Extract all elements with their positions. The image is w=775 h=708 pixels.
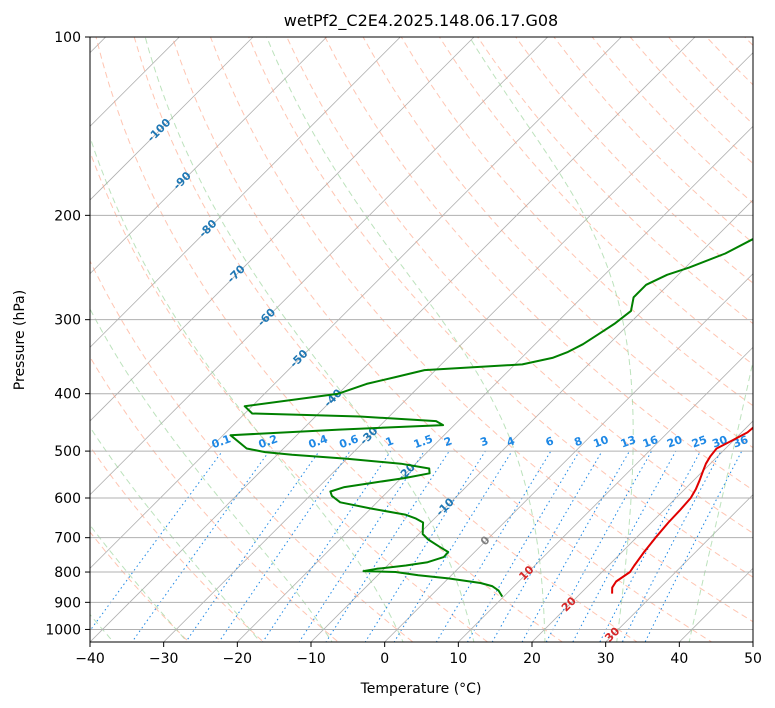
isotherm-line xyxy=(163,52,753,642)
mixing-ratio-label: 30 xyxy=(710,433,729,451)
dry-adiabat xyxy=(209,37,753,623)
dry-adiabat xyxy=(90,531,190,642)
x-tick-label: −10 xyxy=(296,651,326,667)
moist-adiabat xyxy=(266,37,546,642)
dry-adiabat xyxy=(286,37,753,534)
y-axis: 100 200 300 400 500 600 700 800 900 1000 xyxy=(45,30,90,638)
isotherm-line xyxy=(90,37,549,496)
isotherm-line xyxy=(531,420,753,642)
moist-adiabat xyxy=(759,37,775,654)
mixing-ratio-label: 1.5 xyxy=(412,432,435,451)
isotherm-line xyxy=(90,37,180,127)
isotherm-line xyxy=(90,37,401,348)
dry-adiabat xyxy=(515,37,753,284)
profile-series xyxy=(229,237,753,598)
x-tick-label: 0 xyxy=(380,651,389,667)
dry-adiabat xyxy=(90,445,265,642)
dry-adiabat xyxy=(362,37,753,449)
x-tick-label: 10 xyxy=(449,651,467,667)
isotherm-line xyxy=(90,37,328,275)
temperature-profile-line xyxy=(611,426,753,594)
plot-background xyxy=(90,37,753,642)
y-axis-title: Pressure (hPa) xyxy=(12,290,28,390)
y-tick-label: 200 xyxy=(54,208,81,224)
mixing-ratio-label: 4 xyxy=(505,434,517,449)
y-tick-label: 400 xyxy=(54,387,81,403)
background-lines xyxy=(0,10,775,654)
dry-adiabat xyxy=(133,37,638,642)
dry-adiabat xyxy=(171,37,713,642)
y-tick-label: 600 xyxy=(54,491,81,507)
isotherm-line xyxy=(310,199,753,642)
y-tick-label: 300 xyxy=(54,313,81,329)
isotherm-line xyxy=(457,346,753,642)
x-tick-label: 50 xyxy=(744,651,762,667)
isotherm-line xyxy=(605,494,753,642)
mixing-ratio-label: 0.4 xyxy=(307,432,330,451)
mixing-ratio-label: 0.6 xyxy=(338,432,361,451)
x-tick-label: 20 xyxy=(523,651,541,667)
y-tick-label: 1000 xyxy=(45,622,81,638)
dry-adiabat xyxy=(90,356,339,642)
isotherm-line xyxy=(384,273,753,642)
mixing-ratio-label: 25 xyxy=(690,433,709,450)
y-tick-label: 700 xyxy=(54,531,81,547)
dry-adiabat xyxy=(756,10,775,654)
dry-adiabat xyxy=(90,259,414,642)
moist-adiabat xyxy=(144,37,475,642)
plot-frame xyxy=(89,36,754,643)
dry-adiabat xyxy=(95,37,564,642)
isotherm-line xyxy=(0,10,59,654)
dry-adiabat xyxy=(248,37,753,578)
y-tick-label: 900 xyxy=(54,595,81,611)
dewpoint-profile-line xyxy=(229,237,753,598)
y-tick-label: 500 xyxy=(54,444,81,460)
dry-adiabat xyxy=(90,150,489,642)
dry-adiabat xyxy=(324,37,753,491)
isotherm-line xyxy=(90,37,254,201)
mixing-ratio-label: 3 xyxy=(478,434,490,449)
x-tick-label: −30 xyxy=(149,651,179,667)
isotherm-line xyxy=(90,37,622,569)
y-tick-label: 800 xyxy=(54,565,81,581)
mixing-ratio-label: 0.1 xyxy=(210,432,233,451)
chart-title: wetPf2_C2E4.2025.148.06.17.G08 xyxy=(284,11,558,31)
isotherm-line xyxy=(90,37,475,422)
moist-adiabat xyxy=(90,308,333,642)
mixing-ratio-label: 20 xyxy=(665,433,684,451)
mixing-ratio-label: 13 xyxy=(619,433,638,450)
x-tick-label: −40 xyxy=(75,651,105,667)
y-tick-label: 100 xyxy=(54,30,81,46)
isotherm-line xyxy=(236,125,753,642)
mixing-ratio-label: 8 xyxy=(572,434,584,449)
mixing-ratio-label: 1 xyxy=(384,434,396,449)
mixing-ratio-label: 6 xyxy=(544,434,556,449)
x-axis: −40 −30 −20 −10 0 10 20 30 40 50 xyxy=(75,642,762,667)
mixing-ratio-label: 2 xyxy=(442,434,454,449)
moist-adiabat xyxy=(469,37,634,642)
x-tick-label: 40 xyxy=(670,651,688,667)
x-tick-label: 30 xyxy=(597,651,615,667)
mixing-ratio-label: 10 xyxy=(592,433,611,451)
x-axis-title: Temperature (°C) xyxy=(360,681,482,697)
isotherm-line xyxy=(90,37,696,642)
mixing-ratio-label: 0.2 xyxy=(257,432,280,451)
mixing-ratio-label: 16 xyxy=(641,433,660,451)
x-tick-label: −20 xyxy=(223,651,253,667)
